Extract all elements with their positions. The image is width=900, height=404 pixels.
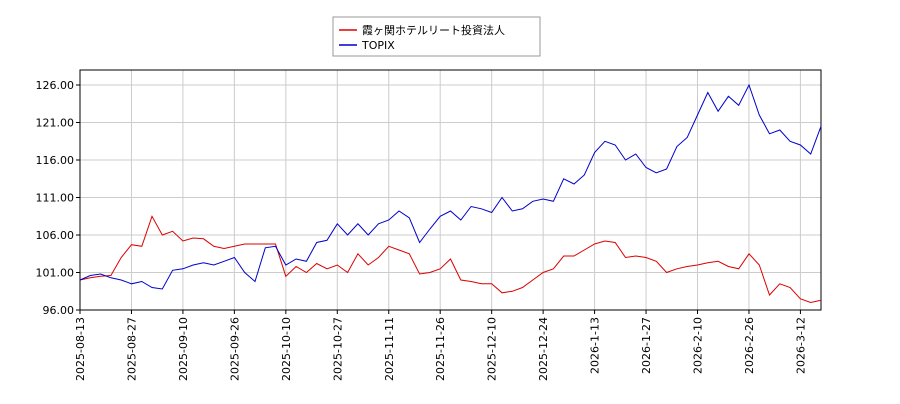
x-tick-label: 2025-11-11 [383,317,396,381]
x-tick-label: 2025-09-10 [177,317,190,381]
series-line [79,215,822,304]
legend-label: TOPIX [361,39,395,52]
x-tick-label: 2025-08-13 [74,317,87,381]
y-tick-label: 96.00 [43,304,75,317]
x-tick-label: 2026-1-27 [640,317,653,374]
x-tick-label: 2026-3-12 [794,317,807,374]
y-tick-label: 116.00 [36,154,75,167]
y-tick-label: 101.00 [36,267,75,280]
legend: 霞ヶ関ホテルリート投資法人 TOPIX [332,16,541,57]
x-tick-label: 2026-2-26 [743,317,756,374]
x-tick-label: 2025-11-26 [434,317,447,381]
legend-label: 霞ヶ関ホテルリート投資法人 [362,23,505,37]
x-tick-label: 2025-12-24 [537,317,550,381]
x-tick-label: 2026-2-10 [692,317,705,374]
x-tick-label: 2025-10-27 [331,317,344,381]
series-line [79,83,822,290]
plot-frame [79,69,822,311]
y-tick-label: 111.00 [36,192,75,205]
x-tick-label: 2026-1-13 [589,317,602,374]
x-tick-label: 2025-08-27 [125,317,138,381]
y-tick-label: 121.00 [36,117,75,130]
x-tick-label: 2025-09-26 [228,317,241,381]
y-tick-label: 126.00 [36,79,75,92]
y-tick-label: 106.00 [36,229,75,242]
legend-box [332,16,541,57]
x-tick-label: 2025-10-10 [280,317,293,381]
x-tick-label: 2025-12-10 [486,317,499,381]
